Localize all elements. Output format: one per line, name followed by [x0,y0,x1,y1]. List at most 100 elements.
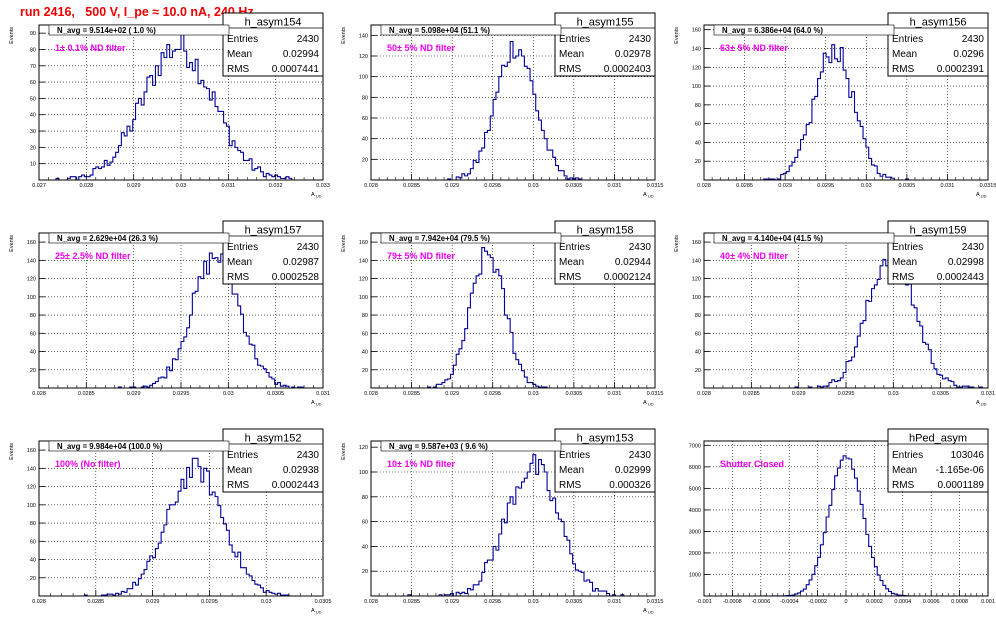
stats-label-mean: Mean [227,257,252,268]
histogram-bin [204,468,207,596]
y-tick-label: 80 [30,521,36,527]
histogram-bin [519,488,522,596]
x-tick-label: 0.031 [221,183,235,189]
x-tick-label: 0.029 [127,183,141,189]
y-axis-label: Events [9,235,15,252]
x-tick-label: 0.0305 [932,391,949,397]
n-avg-box [713,232,895,244]
histogram-bin [837,62,840,180]
histogram-bin [161,377,164,388]
y-tick-label: 160 [692,240,701,246]
stats-value-mean: 0.02978 [615,49,652,60]
histogram-bin [243,160,246,180]
histogram-bin [835,59,838,180]
y-tick-label: 20 [695,368,701,374]
histogram-bin [246,574,249,596]
x-tick-label: 0.0295 [484,391,501,397]
x-tick-label: 0.028 [697,183,711,189]
y-tick-label: 120 [27,277,36,283]
histogram-bin [863,321,866,388]
histogram-bin [906,285,909,388]
histogram-bin [558,519,561,596]
x-tick-label: 0.031 [608,391,622,397]
y-tick-label: 60 [30,80,36,86]
histogram-bin [874,285,877,388]
histogram-bin [522,482,525,596]
histogram-bin [164,525,167,596]
x-tick-label: 0.029 [778,183,792,189]
histogram-bin [803,135,806,180]
filter-label: 79± 5% ND filter [387,251,455,261]
histogram-bin [170,505,173,596]
x-tick-label: 0.029 [146,599,160,605]
histogram-bin [482,148,485,180]
histogram-bin [550,501,553,596]
histogram-bin [869,301,872,388]
y-tick-label: 140 [359,258,368,264]
histogram-bin [527,383,530,388]
filter-label: 40± 4% ND filter [720,251,788,261]
y-tick-label: 80 [695,313,701,319]
histogram-bin [232,294,235,388]
x-tick-label: 0.03 [528,599,539,605]
histogram-outline [371,454,655,597]
histogram-bin [536,111,539,180]
y-tick-label: 80 [30,47,36,53]
histogram-bin [255,584,258,596]
n-avg-label: N_avg = 4.140e+04 (41.5 %) [722,234,823,243]
panel-hPed_asym: -0.001 -0.0008 -0.0006 -0.0004 -0.0002 0 0.000… [689,428,995,605]
grid [39,233,323,388]
stats-value-entries: 103046 [951,450,985,461]
y-tick-label: 140 [359,33,368,39]
filter-label: 50± 5% ND filter [387,43,455,53]
x-tick-label: 0.0285 [87,599,104,605]
x-tick-label: 0.0305 [267,391,284,397]
histogram-bin [170,371,173,388]
y-tick-label: 40 [695,350,701,356]
histogram-bin [204,261,207,388]
y-axis-label: Events [9,443,15,460]
histogram-bin [598,591,601,596]
histogram-outline [39,32,323,181]
y-axis-label: Events [341,27,347,44]
filter-label: Shutter Closed [720,459,784,469]
panel-h_asym158: 0.028 0.0285 0.029 0.0295 0.03 0.0305 0.031 0.0… [341,220,663,407]
histogram-bin [141,105,144,180]
y-tick-label: 100 [692,295,701,301]
histogram-bin [832,45,835,180]
histogram-bin [184,51,187,180]
x-tick-label: 0.03 [861,183,872,189]
stats-value-mean: 0.02999 [615,465,652,476]
histogram-bin [235,294,238,388]
stats-box [887,220,989,285]
x-tick-label: 0.0305 [565,391,582,397]
y-tick-label: 2000 [689,551,701,557]
stats-label-rms: RMS [559,480,582,491]
histogram-bin [124,136,127,180]
stats-histogram-name: h_asym158 [577,225,634,237]
x-tick-label: 0.028 [364,599,378,605]
panel-h_asym159: 0.028 0.0285 0.029 0.0295 0.03 0.0305 0.031 20 4… [674,220,995,407]
histogram-bin [195,291,198,388]
y-tick-label: 100 [359,75,368,81]
stats-value-entries: 2430 [629,450,652,461]
histogram-bin [215,497,218,596]
x-tick-label: 0.0285 [403,599,420,605]
stats-histogram-name: h_asym159 [910,225,967,237]
x-tick-label: 0.031 [941,183,955,189]
x-tick-label: 0.0285 [736,183,753,189]
histogram-bin [209,495,212,596]
x-tick-label: 0.03 [528,391,539,397]
stats-label-rms: RMS [892,64,915,75]
x-tick-label: 0.0295 [817,183,834,189]
x-tick-label: 0.031 [608,183,622,189]
histogram-bin [238,306,241,388]
y-tick-label: 140 [27,466,36,472]
histogram-bin [246,160,249,180]
y-tick-label: 120 [692,277,701,283]
y-axis-label: Events [9,27,15,44]
x-tick-label: 0.03 [223,391,234,397]
x-tick-label: 0.028 [364,183,378,189]
histogram-bin [130,131,133,180]
